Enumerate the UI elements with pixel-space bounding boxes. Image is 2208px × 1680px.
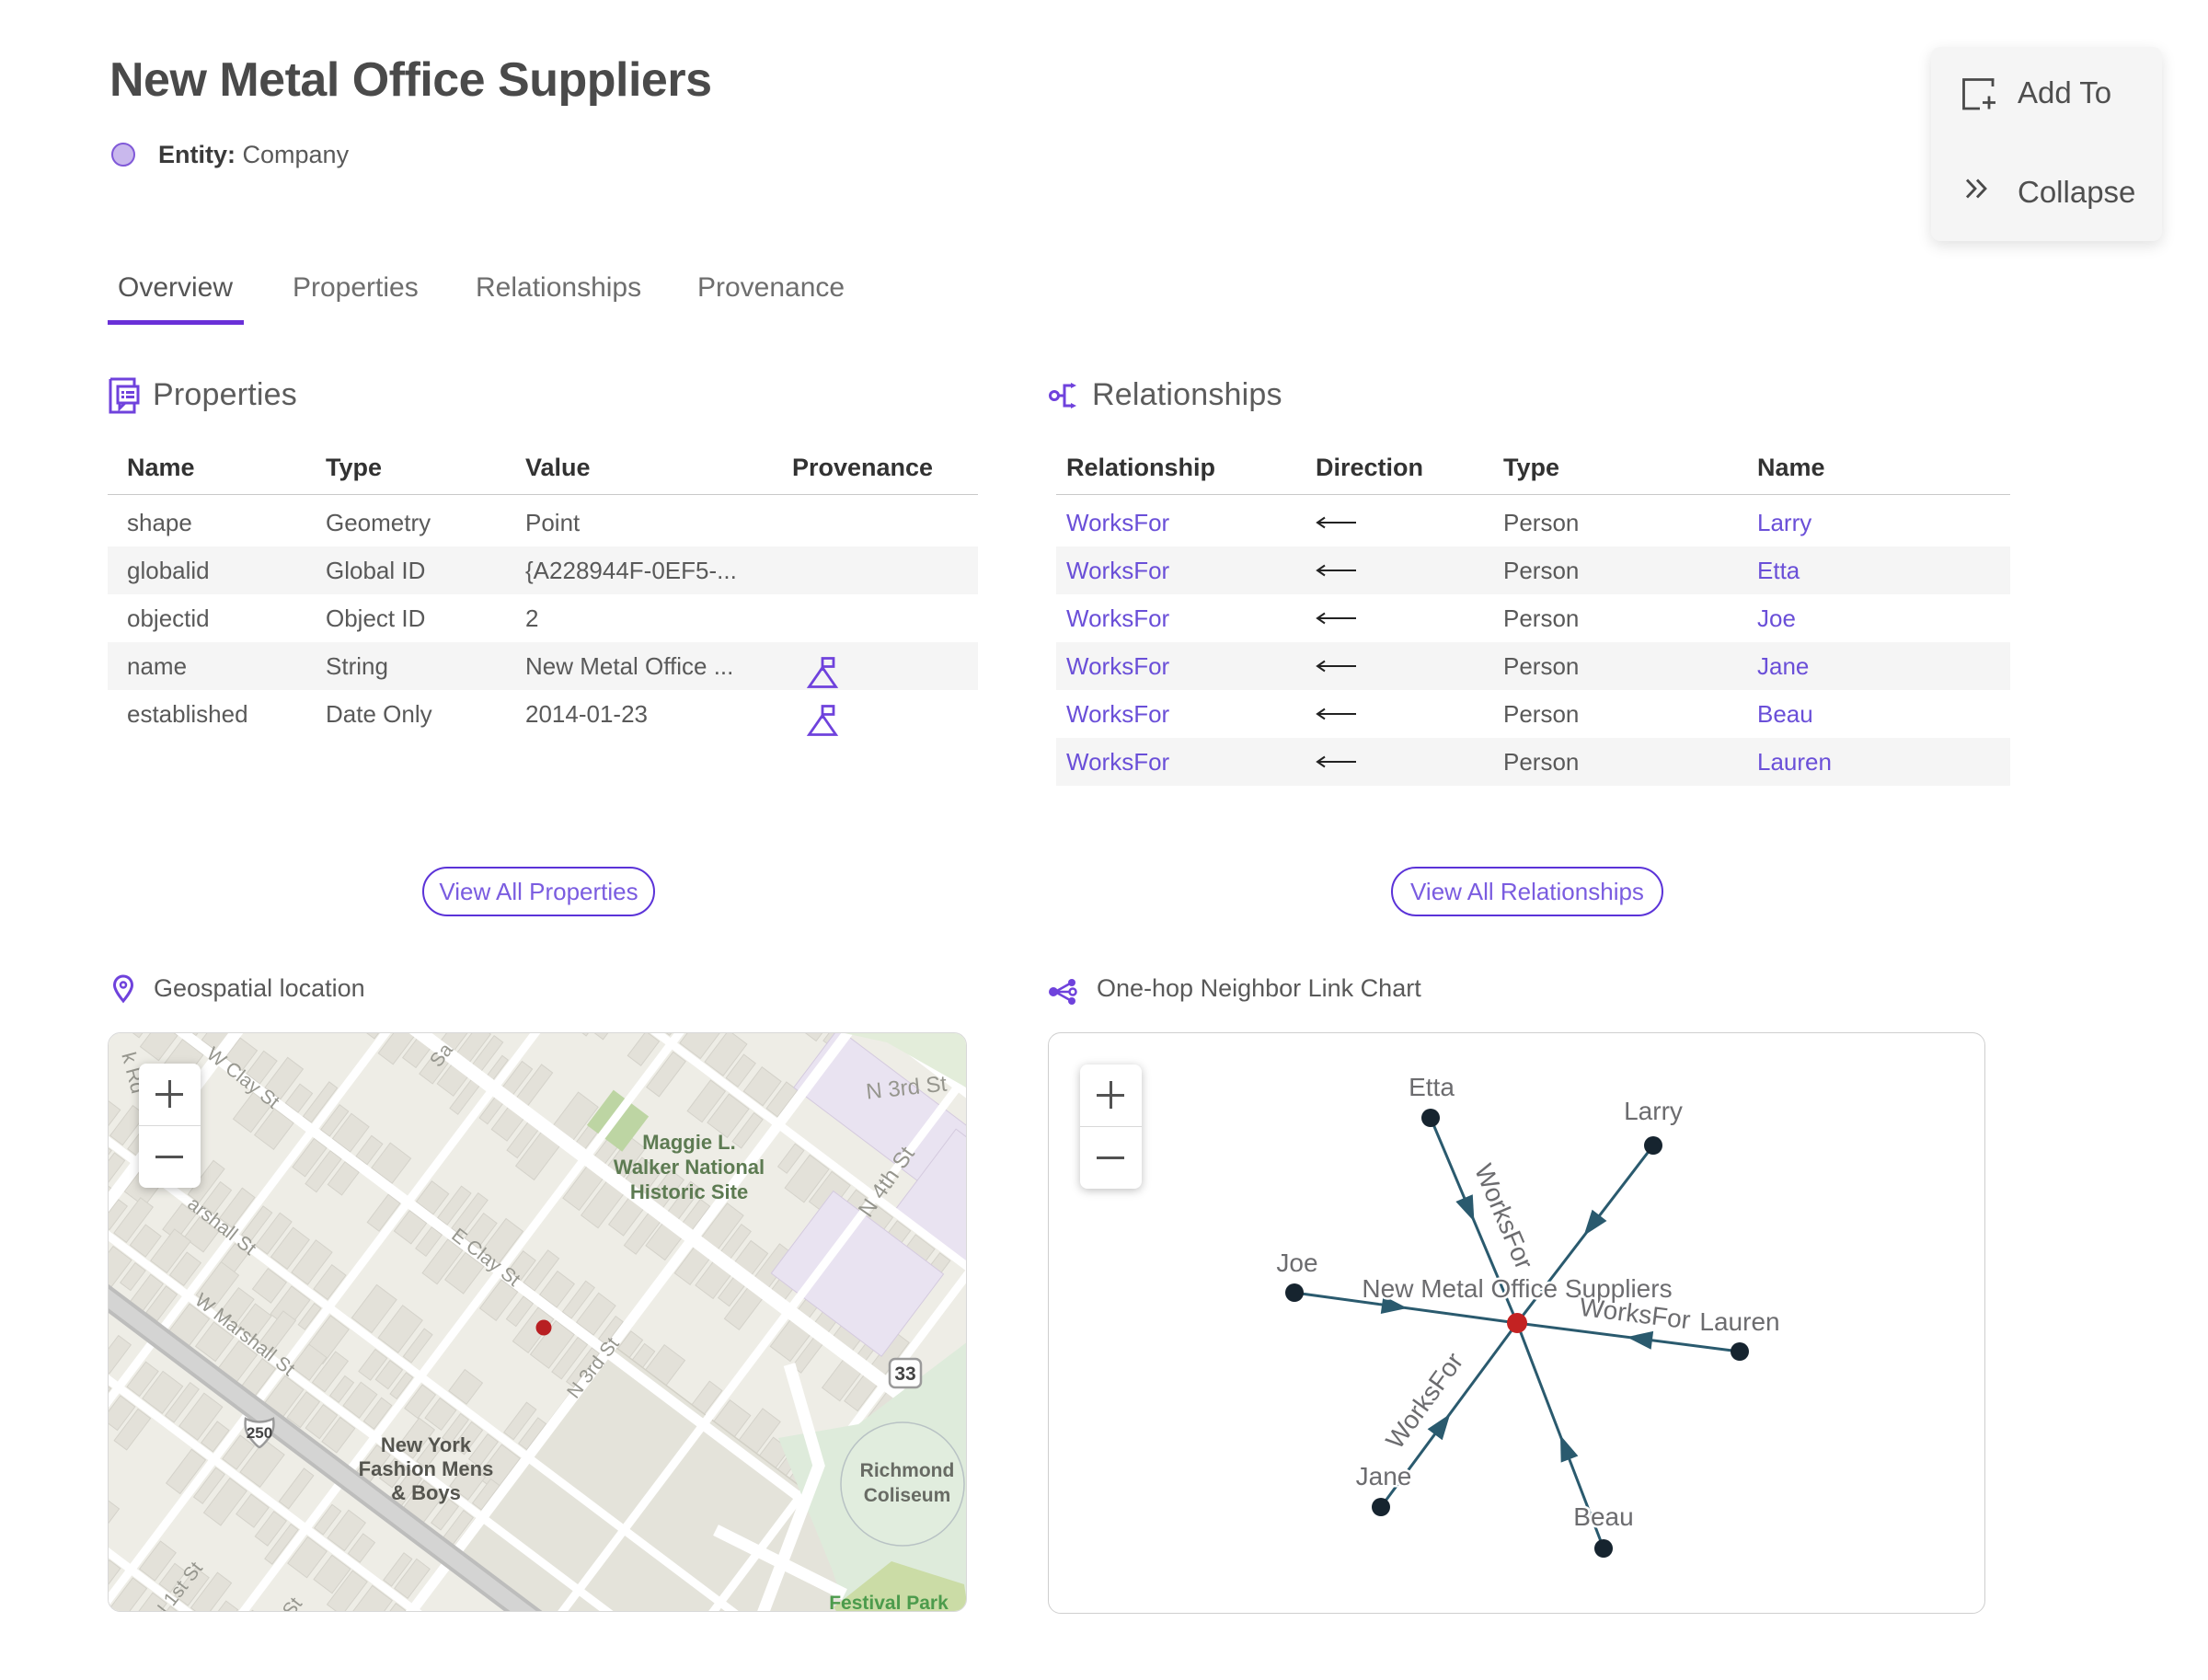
svg-text:Walker National: Walker National — [614, 1156, 765, 1179]
svg-text:Richmond: Richmond — [860, 1460, 955, 1481]
svg-text:Jane: Jane — [1356, 1462, 1412, 1490]
svg-text:WorksFor: WorksFor — [1380, 1347, 1468, 1454]
svg-text:Joe: Joe — [1276, 1248, 1317, 1277]
svg-text:New York: New York — [381, 1433, 472, 1456]
svg-text:New Metal Office Suppliers: New Metal Office Suppliers — [1362, 1274, 1672, 1303]
svg-text:Coliseum: Coliseum — [864, 1485, 951, 1506]
svg-text:Historic Site: Historic Site — [630, 1180, 748, 1203]
svg-text:WorksFor: WorksFor — [1578, 1293, 1692, 1334]
svg-text:Beau: Beau — [1573, 1502, 1633, 1531]
svg-text:Fashion Mens: Fashion Mens — [359, 1457, 494, 1480]
svg-text:Etta: Etta — [1409, 1073, 1455, 1101]
svg-text:Festival Park: Festival Park — [829, 1593, 949, 1612]
svg-text:Maggie L.: Maggie L. — [642, 1131, 735, 1154]
svg-text:Lauren: Lauren — [1699, 1307, 1779, 1336]
svg-text:& Boys: & Boys — [391, 1481, 461, 1504]
svg-text:250: 250 — [247, 1424, 272, 1442]
svg-text:Larry: Larry — [1624, 1097, 1683, 1125]
svg-text:WorksFor: WorksFor — [1469, 1160, 1539, 1273]
svg-text:33: 33 — [894, 1364, 915, 1385]
